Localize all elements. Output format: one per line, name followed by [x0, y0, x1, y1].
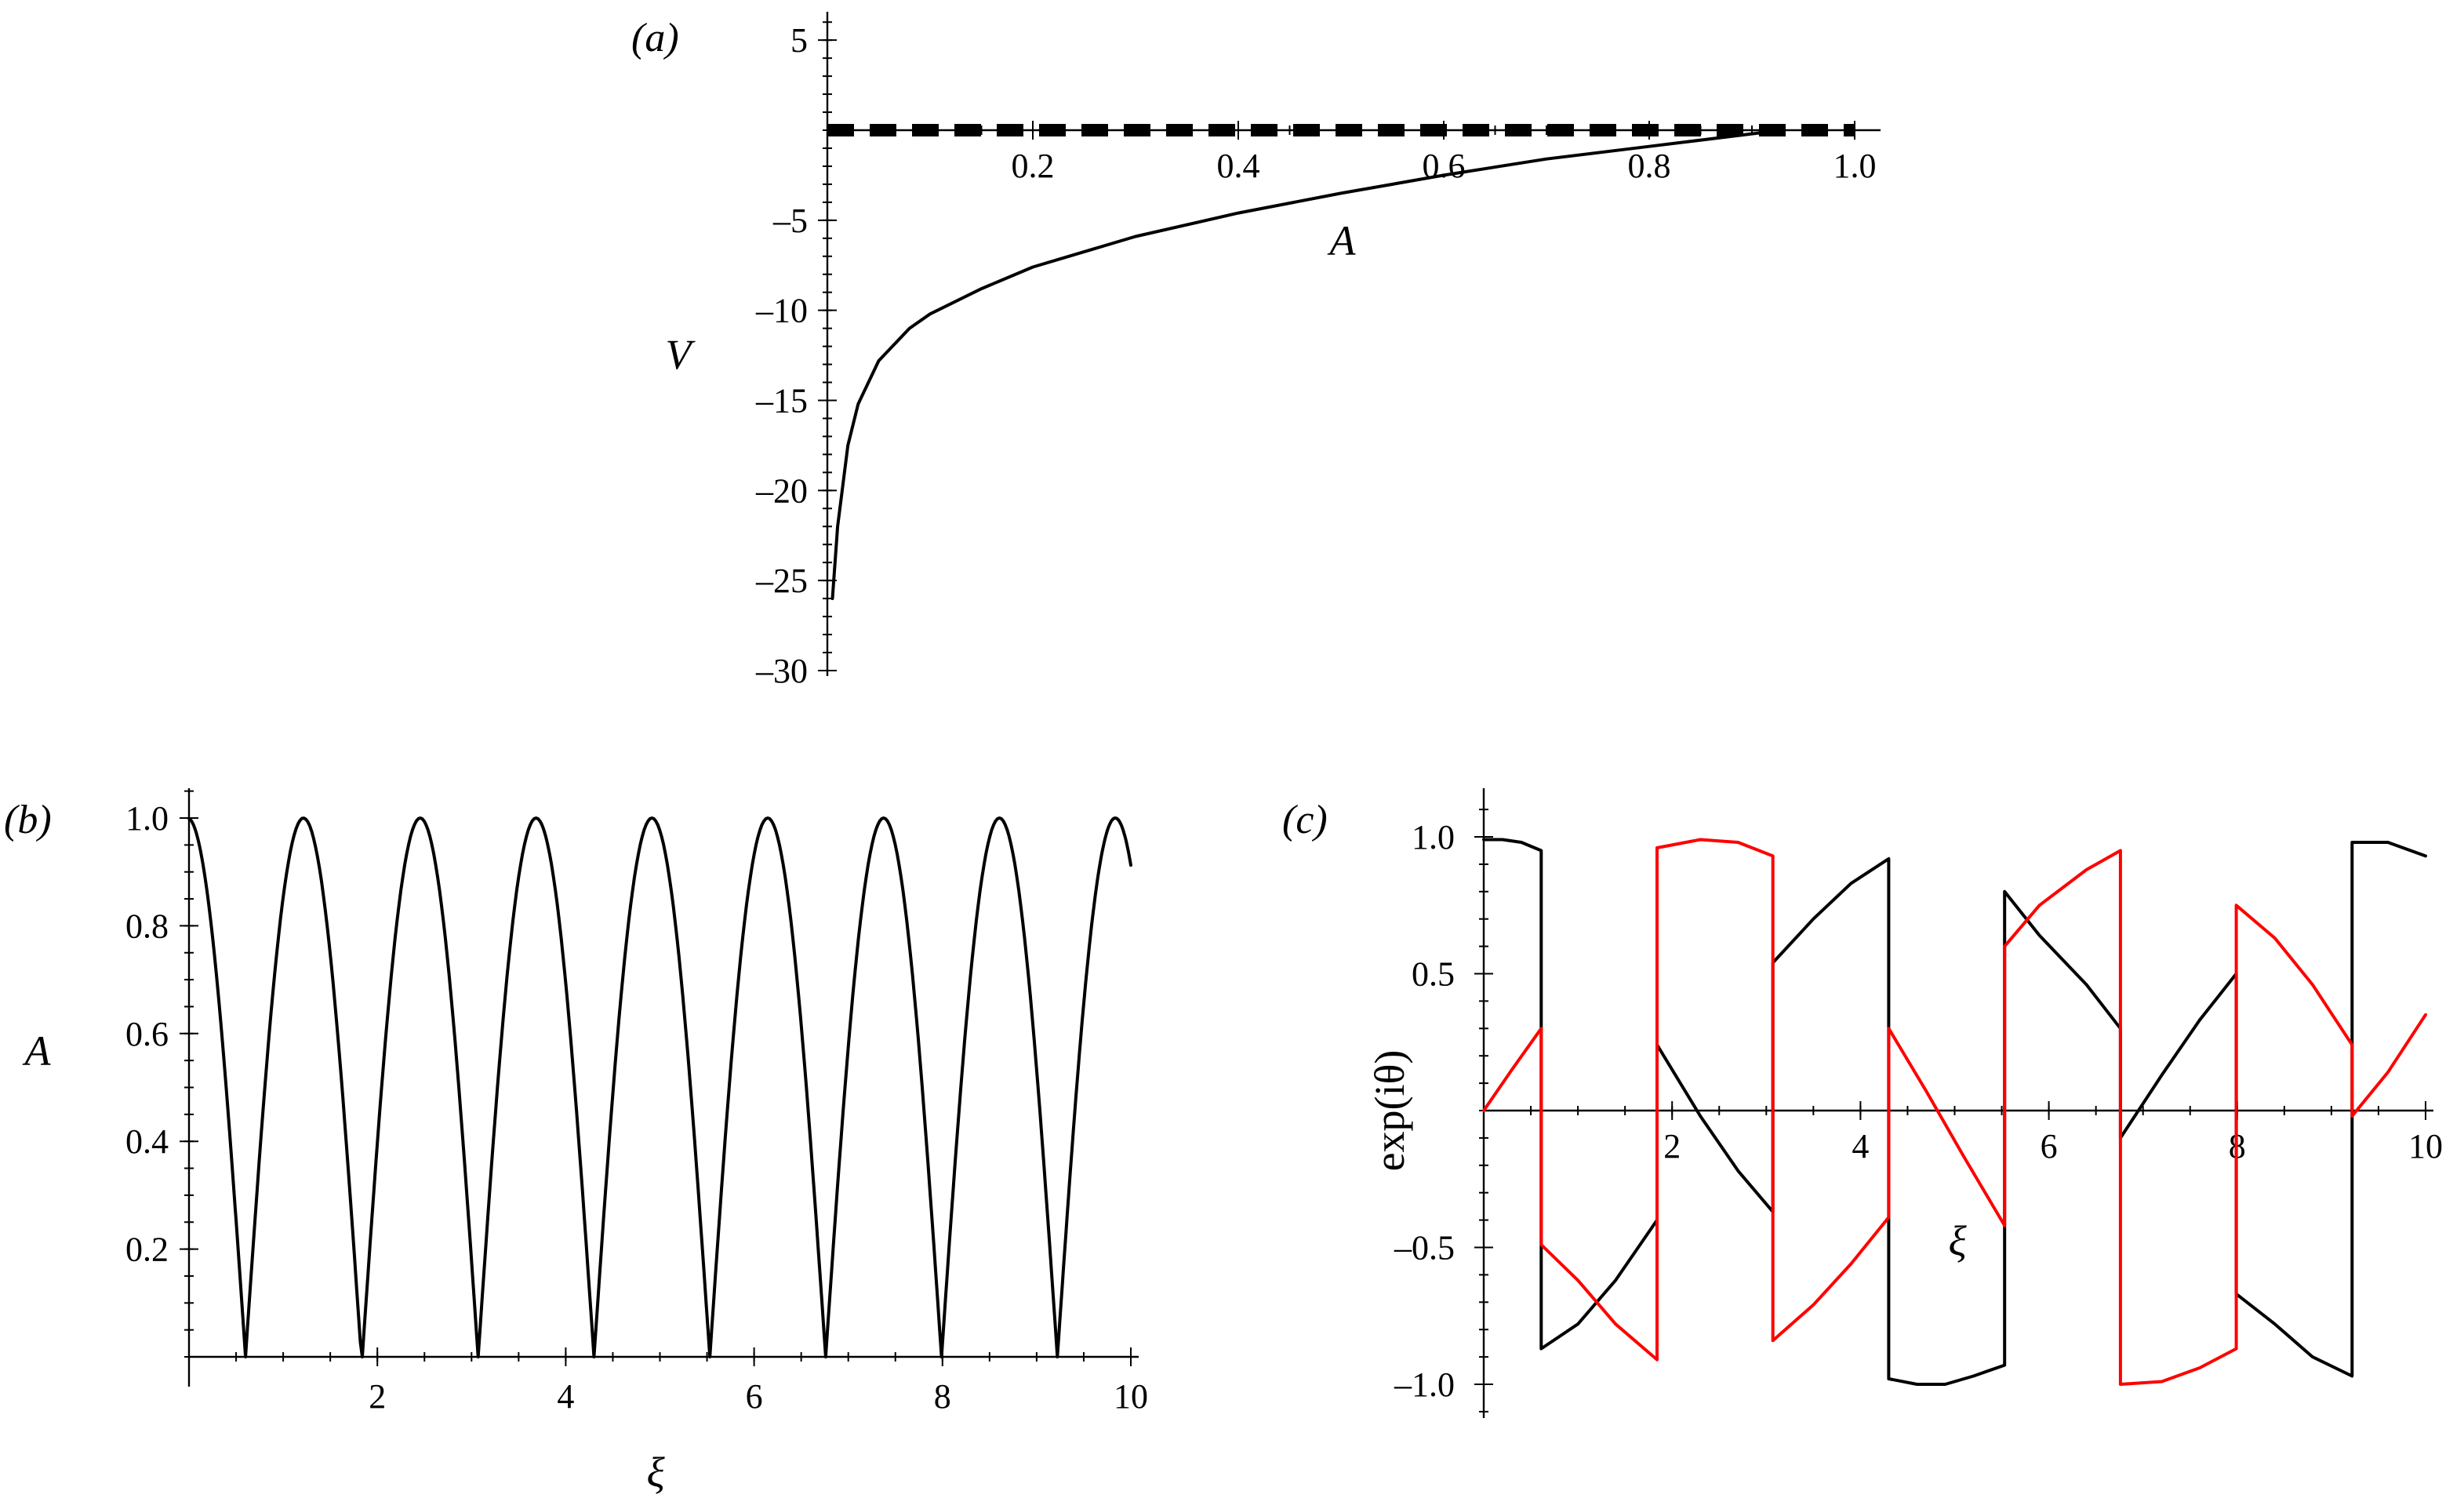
c-y-tick-label: 1.0 — [1412, 818, 1455, 856]
panel-a-x-axis-title: A — [1328, 217, 1357, 264]
b-x-tick-label: 6 — [746, 1377, 763, 1416]
b-x-tick-label: 8 — [934, 1377, 951, 1416]
panel-a-label: (a) — [631, 16, 679, 60]
a-x-tick-label: 1.0 — [1833, 147, 1877, 185]
panel-c: (c) 2 4 6 8 10 1.00.5–0.5–1.0 ξ exp(iθ) — [1282, 788, 2443, 1418]
panel-b-x-tick-labels: 2 4 6 8 10 — [369, 1377, 1148, 1416]
c-y-tick-label: –1.0 — [1394, 1365, 1455, 1404]
b-x-tick-label: 10 — [1114, 1377, 1148, 1416]
panel-b-y-axis-title: A — [23, 1027, 52, 1074]
b-y-tick-label: 0.4 — [125, 1122, 169, 1161]
a-y-tick-label: 5 — [790, 21, 808, 60]
a-y-tick-label: –25 — [755, 562, 808, 600]
b-y-tick-label: 1.0 — [125, 799, 169, 838]
a-y-tick-label: –5 — [772, 202, 808, 240]
panel-a-ticks — [818, 21, 1855, 671]
panel-a-series-solid — [830, 129, 1785, 601]
panel-c-series-red — [1482, 838, 2427, 1386]
a-y-tick-label: –10 — [755, 292, 808, 330]
panel-b: (b) 2 4 6 8 10 0.2 0.4 0.6 0.8 1.0 ξ A — [4, 788, 1148, 1496]
a-x-tick-label: 0.4 — [1217, 147, 1260, 185]
a-y-tick-label: –30 — [755, 652, 808, 690]
b-y-tick-label: 0.6 — [125, 1015, 169, 1053]
panel-c-y-axis-title: exp(iθ) — [1366, 1050, 1413, 1172]
c-x-tick-label: 10 — [2408, 1127, 2443, 1165]
panel-a-y-axis-title: V — [666, 331, 696, 378]
b-y-tick-label: 0.2 — [125, 1231, 169, 1269]
panel-c-ticks — [1474, 809, 2426, 1413]
c-x-tick-label: 2 — [1663, 1127, 1681, 1165]
panel-c-y-tick-labels: 1.0 0.5 –0.5 –1.0 — [1394, 818, 1455, 1404]
b-y-tick-label: 0.8 — [125, 907, 169, 945]
panel-a: (a) 0.2 0.4 0.6 0.8 1.0 5–5–10–15–20–25–30 A… — [631, 12, 1881, 690]
c-x-tick-label: 4 — [1852, 1127, 1869, 1165]
panel-b-label: (b) — [4, 798, 52, 842]
panel-c-x-tick-labels: 2 4 6 8 10 — [1663, 1127, 2443, 1165]
a-x-tick-label: 0.2 — [1012, 147, 1055, 185]
a-x-tick-label: 0.8 — [1628, 147, 1671, 185]
c-y-tick-label: –0.5 — [1394, 1229, 1455, 1267]
panel-b-series-amplitude — [187, 816, 1132, 1358]
b-x-tick-label: 4 — [557, 1377, 574, 1416]
panel-b-x-axis-title: ξ — [646, 1449, 665, 1496]
panel-b-y-tick-labels: 0.2 0.4 0.6 0.8 1.0 — [125, 799, 169, 1269]
panel-a-x-tick-labels: 0.2 0.4 0.6 0.8 1.0 — [1012, 147, 1877, 185]
panel-c-x-axis-title: ξ — [1948, 1217, 1967, 1264]
c-y-tick-label: 0.5 — [1412, 955, 1455, 994]
panel-c-label: (c) — [1282, 798, 1328, 842]
c-x-tick-label: 6 — [2041, 1127, 2058, 1165]
b-x-tick-label: 2 — [369, 1377, 386, 1416]
a-y-tick-label: –20 — [755, 471, 808, 510]
a-y-tick-label: –15 — [755, 382, 808, 420]
panel-c-series-black — [1482, 838, 2427, 1386]
panel-a-y-tick-labels: 5 –5 –10 –15 –20 –25 –30 — [755, 21, 808, 690]
